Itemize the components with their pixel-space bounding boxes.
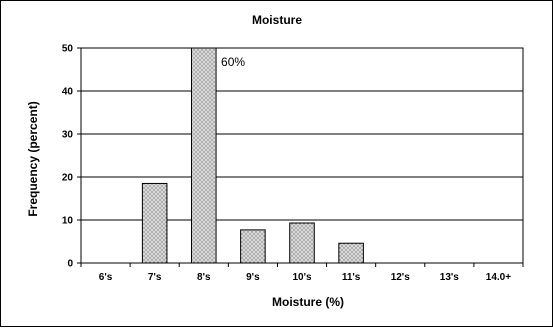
x-tick-label: 6's — [99, 272, 113, 283]
y-tick-label: 50 — [62, 44, 74, 55]
y-tick-label: 10 — [62, 216, 74, 227]
annotations: 60% — [221, 55, 245, 69]
x-tick-label: 7's — [148, 272, 162, 283]
x-tick-label: 9's — [246, 272, 260, 283]
chart-title: Moisture — [252, 13, 302, 27]
y-tick-label: 30 — [62, 130, 74, 141]
x-tick-label: 10's — [292, 272, 312, 283]
x-tick-label: 12's — [391, 272, 411, 283]
y-tick-label: 40 — [62, 87, 74, 98]
bar-10s — [289, 222, 315, 264]
x-tick-label: 8's — [197, 272, 211, 283]
bar-8s — [191, 47, 217, 264]
y-axis-label: Frequency (percent) — [26, 101, 40, 216]
y-tick-label: 20 — [62, 173, 74, 184]
x-axis-label: Moisture (%) — [272, 295, 344, 309]
bar-9s — [240, 229, 266, 264]
x-tick-label: 14.0+ — [486, 272, 511, 283]
bar-7s — [141, 182, 168, 264]
bars — [141, 47, 364, 264]
axes — [77, 47, 524, 267]
x-tick-labels: 6's 7's 8's 9's 10's 11's 12's 13's 14.0+ — [99, 272, 511, 283]
y-tick-label: 0 — [67, 259, 73, 270]
x-tick-label: 13's — [440, 272, 460, 283]
x-tick-label: 11's — [342, 272, 361, 283]
y-tick-labels: 0 10 20 30 40 50 — [62, 44, 74, 270]
bar-value-annotation: 60% — [221, 55, 245, 69]
plot-border — [80, 47, 524, 264]
bar-11s — [338, 242, 364, 264]
